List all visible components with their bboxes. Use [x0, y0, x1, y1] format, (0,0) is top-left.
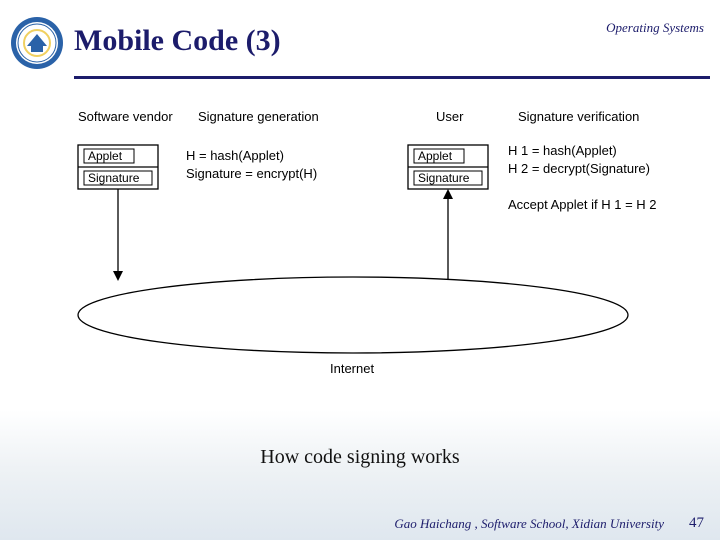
page-number: 47: [689, 515, 704, 532]
slide-title: Mobile Code (3): [74, 24, 281, 58]
user-signature-label: Signature: [418, 171, 470, 185]
code-signing-diagram: Software vendor Signature generation Use…: [48, 105, 678, 405]
sigver-heading: Signature verification: [518, 109, 639, 124]
encrypt-formula: Signature = encrypt(H): [186, 166, 317, 181]
course-name: Operating Systems: [606, 20, 704, 36]
university-seal-icon: [10, 16, 64, 70]
internet-to-user-arrowhead: [443, 189, 453, 199]
user-applet-label: Applet: [418, 149, 453, 163]
h2-formula: H 2 = decrypt(Signature): [508, 161, 650, 176]
accept-rule: Accept Applet if H 1 = H 2: [508, 197, 657, 212]
slide-footer: Gao Haichang , Software School, Xidian U…: [0, 512, 720, 532]
internet-label: Internet: [330, 361, 374, 376]
internet-ellipse: [78, 277, 628, 353]
vendor-applet-label: Applet: [88, 149, 123, 163]
vendor-signature-label: Signature: [88, 171, 140, 185]
vendor-to-internet-arrowhead: [113, 271, 123, 281]
author-affiliation: Gao Haichang , Software School, Xidian U…: [394, 516, 664, 532]
title-underline: [74, 76, 710, 79]
hash-formula: H = hash(Applet): [186, 148, 284, 163]
diagram-caption: How code signing works: [0, 446, 720, 469]
user-heading: User: [436, 109, 464, 124]
vendor-heading: Software vendor: [78, 109, 173, 124]
h1-formula: H 1 = hash(Applet): [508, 143, 617, 158]
siggen-heading: Signature generation: [198, 109, 319, 124]
slide: Mobile Code (3) Operating Systems Softwa…: [0, 0, 720, 540]
